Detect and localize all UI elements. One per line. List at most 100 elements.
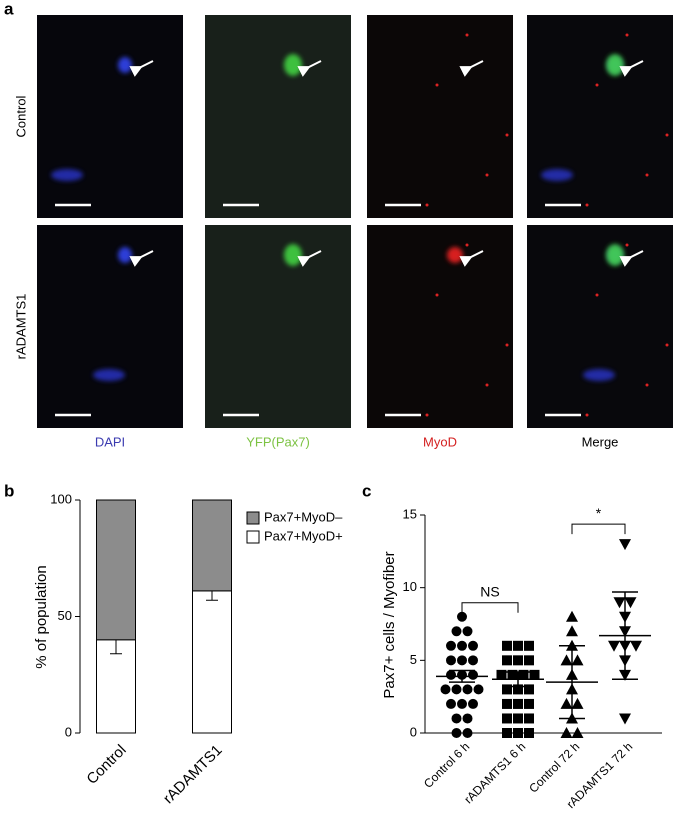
data-point: [468, 655, 478, 666]
data-point: [571, 697, 584, 709]
micrograph: [367, 225, 513, 428]
data-point: [507, 669, 518, 680]
cell: [583, 369, 615, 381]
micrograph: [527, 225, 673, 428]
cell: [93, 369, 125, 381]
dot: [665, 343, 669, 347]
data-point: [560, 697, 573, 709]
x-tick-label: rADAMTS1: [160, 742, 226, 808]
dot: [425, 413, 429, 417]
y-tick-label: 100: [50, 491, 72, 506]
data-point: [457, 640, 467, 651]
data-point: [502, 713, 512, 724]
legend-swatch: [246, 511, 260, 525]
significance-bracket: [571, 523, 626, 535]
dot: [665, 133, 669, 137]
data-point: [524, 698, 534, 709]
row-label: rADAMTS1: [13, 294, 28, 360]
data-point: [529, 669, 540, 680]
y-tick-label: 15: [403, 506, 417, 521]
legend-label: Pax7+MyoD+: [264, 528, 343, 543]
micrograph: [205, 225, 351, 428]
dot: [465, 243, 469, 247]
y-tick-label: 5: [410, 652, 417, 667]
dot: [435, 293, 439, 297]
data-point: [440, 684, 451, 695]
data-point: [502, 698, 512, 709]
column-label: YFP(Pax7): [246, 434, 310, 449]
bar-segment: [96, 639, 136, 734]
data-point: [502, 728, 512, 738]
arrow: [297, 60, 322, 77]
data-point: [457, 698, 467, 709]
data-point: [462, 626, 473, 637]
bar-segment: [192, 499, 232, 592]
data-point: [468, 698, 478, 709]
data-point: [446, 640, 456, 651]
data-point: [462, 713, 473, 724]
data-point: [451, 684, 462, 695]
arrow: [459, 250, 484, 267]
data-point: [619, 539, 631, 551]
error-bar: [612, 591, 638, 680]
arrow: [459, 60, 484, 77]
data-point: [502, 655, 512, 666]
data-point: [624, 597, 637, 609]
cell: [447, 247, 463, 263]
cell: [51, 169, 83, 181]
data-point: [451, 713, 462, 724]
data-point: [608, 640, 620, 652]
x-tick-label: Control 6 h: [421, 739, 472, 790]
data-point: [473, 684, 484, 695]
data-point: [619, 713, 631, 725]
data-point: [524, 640, 534, 651]
cell: [284, 244, 302, 266]
y-axis-label: % of population: [33, 565, 50, 668]
data-point: [457, 611, 467, 622]
data-point: [502, 640, 512, 651]
data-point: [560, 654, 573, 666]
bar-segment: [96, 499, 136, 641]
micrograph: [205, 15, 351, 218]
arrow: [619, 250, 644, 267]
dot: [585, 413, 589, 417]
column-label: Merge: [582, 434, 619, 449]
data-point: [451, 626, 462, 637]
dot: [595, 83, 599, 87]
data-point: [513, 684, 523, 695]
data-point: [524, 684, 534, 695]
data-point: [446, 655, 456, 666]
data-point: [513, 655, 523, 666]
arrow: [129, 250, 154, 267]
data-point: [496, 669, 507, 680]
dot: [485, 383, 489, 387]
data-point: [502, 684, 512, 695]
significance-label: NS: [480, 583, 499, 599]
micrograph: [527, 15, 673, 218]
y-tick-label: 10: [403, 579, 417, 594]
dot: [585, 203, 589, 207]
micrograph: [37, 225, 183, 428]
x-tick-label: Control 72 h: [526, 739, 582, 795]
panel-label: c: [362, 481, 371, 500]
bar-segment: [192, 590, 232, 734]
arrow: [297, 250, 322, 267]
cell: [118, 57, 132, 73]
data-point: [446, 669, 456, 680]
dot: [625, 243, 629, 247]
micrograph: [367, 15, 513, 218]
data-point: [468, 669, 478, 680]
cell: [606, 54, 624, 76]
data-point: [513, 728, 523, 738]
y-tick-label: 50: [58, 608, 72, 623]
data-point: [468, 640, 478, 651]
error-bar: [505, 671, 531, 688]
dot: [645, 173, 649, 177]
panel-label: a: [4, 0, 14, 18]
dot: [505, 343, 509, 347]
legend-label: Pax7+MyoD–: [264, 509, 343, 524]
dot: [645, 383, 649, 387]
dot: [465, 33, 469, 37]
significance-label: *: [596, 505, 602, 521]
column-label: DAPI: [95, 434, 125, 449]
